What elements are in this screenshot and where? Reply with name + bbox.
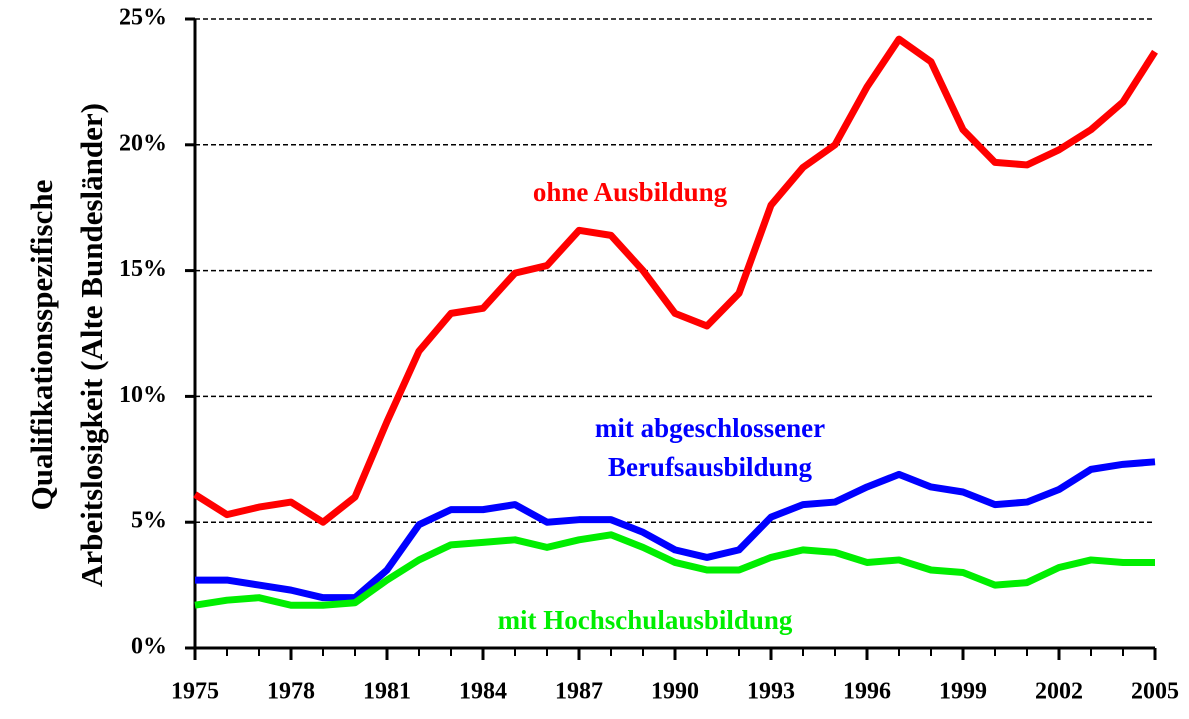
y-tick-label: 20% bbox=[119, 130, 167, 156]
x-tick-label: 1978 bbox=[267, 679, 315, 705]
line-series bbox=[194, 531, 1155, 609]
x-tick-label: 1975 bbox=[171, 679, 219, 705]
series-label: mit abgeschlossener Berufsausbildung bbox=[594, 413, 826, 482]
x-tick-label: 1984 bbox=[459, 679, 507, 705]
y-tick-label: 5% bbox=[131, 508, 167, 534]
y-axis-label: Qualifikationsspezifische bbox=[24, 180, 59, 511]
y-axis-label: Arbeitslosigkeit (Alte Bundesländer) bbox=[74, 103, 109, 587]
x-tick-label: 2005 bbox=[1131, 679, 1179, 705]
y-tick-label: 15% bbox=[119, 256, 167, 282]
line-series bbox=[195, 458, 1156, 602]
series-label: ohne Ausbildung bbox=[532, 176, 728, 207]
x-tick-label: 1999 bbox=[939, 679, 987, 705]
x-tick-label: 2002 bbox=[1035, 679, 1083, 705]
x-tick-label: 1996 bbox=[843, 679, 891, 705]
y-tick-label: 25% bbox=[119, 5, 167, 31]
x-tick-label: 1993 bbox=[747, 679, 795, 705]
series-label: mit Hochschulausbildung bbox=[497, 604, 793, 635]
y-tick-label: 0% bbox=[131, 634, 167, 660]
x-tick-label: 1981 bbox=[363, 679, 411, 705]
x-tick-label: 1987 bbox=[555, 679, 603, 705]
line-series bbox=[193, 35, 1158, 526]
x-tick-label: 1990 bbox=[651, 679, 699, 705]
y-label-group: Qualifikationsspezifische Arbeitslosigke… bbox=[24, 103, 109, 587]
y-tick-label: 10% bbox=[119, 382, 167, 408]
